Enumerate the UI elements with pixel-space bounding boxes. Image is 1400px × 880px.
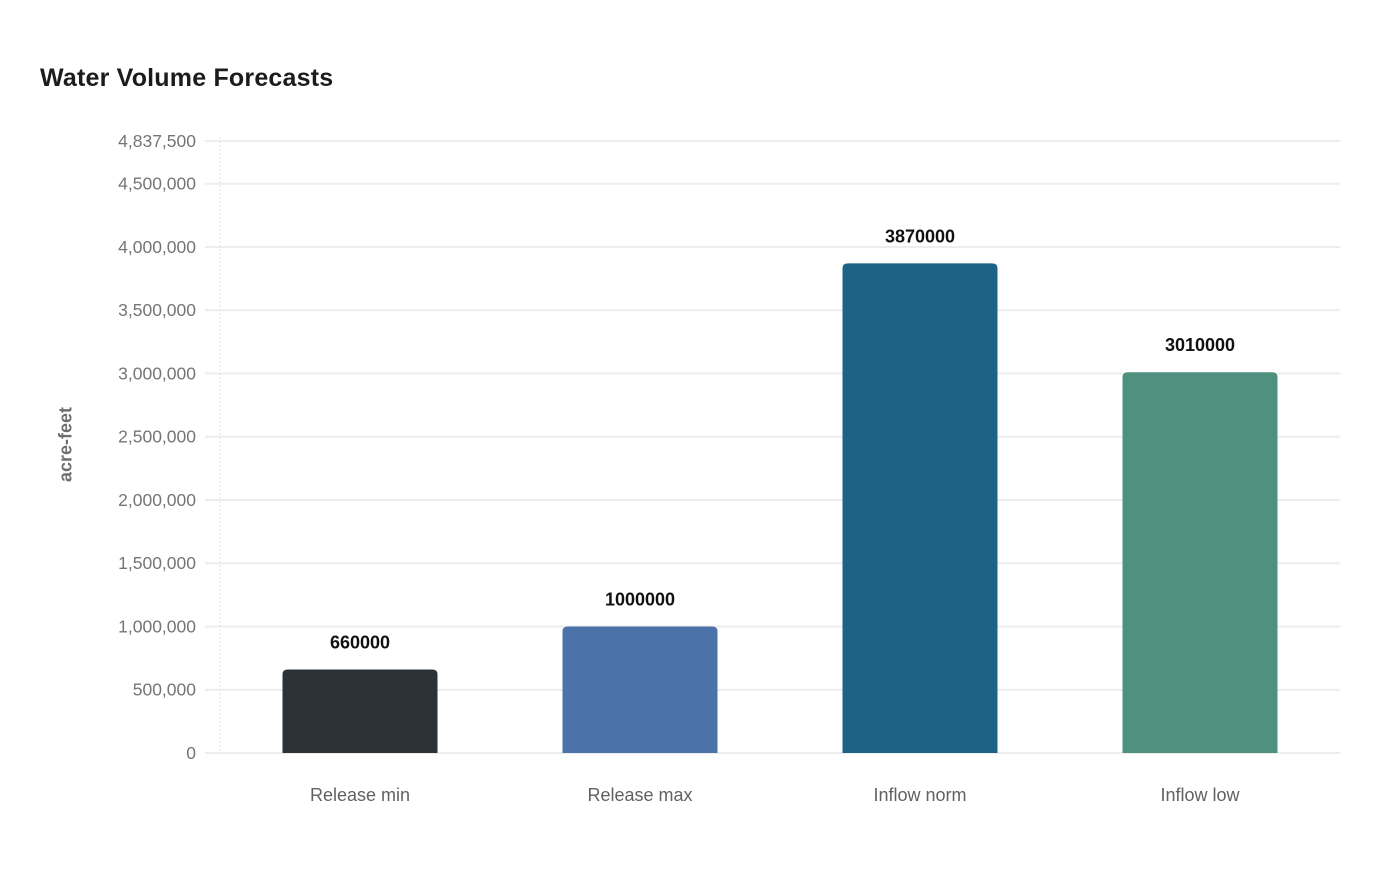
chart-title: Water Volume Forecasts: [40, 64, 334, 92]
y-tick-label: 4,500,000: [118, 174, 196, 194]
bar-inflow-low: [1122, 372, 1278, 753]
y-tick-label: 1,000,000: [118, 616, 196, 636]
y-tick-label: 2,500,000: [118, 427, 196, 447]
y-tick-label: 1,500,000: [118, 553, 196, 573]
y-tick-label: 4,000,000: [118, 237, 196, 257]
bar-value-label: 1000000: [605, 589, 675, 609]
bar-value-label: 660000: [330, 633, 390, 653]
y-tick-label: 500,000: [133, 680, 197, 700]
y-tick-label: 0: [186, 743, 196, 763]
x-tick-label: Inflow norm: [873, 785, 966, 805]
bar-release-min: [282, 669, 438, 753]
bar-inflow-norm: [842, 263, 998, 753]
x-tick-label: Release min: [310, 785, 410, 805]
x-tick-label: Inflow low: [1160, 785, 1240, 805]
x-tick-label: Release max: [587, 785, 692, 805]
y-tick-label: 3,000,000: [118, 363, 196, 383]
bar-value-label: 3010000: [1165, 335, 1235, 355]
y-tick-label: 3,500,000: [118, 300, 196, 320]
y-tick-label: 2,000,000: [118, 490, 196, 510]
y-tick-label: 4,837,500: [118, 131, 196, 151]
bar-release-max: [562, 626, 718, 753]
bar-value-label: 3870000: [885, 226, 955, 246]
